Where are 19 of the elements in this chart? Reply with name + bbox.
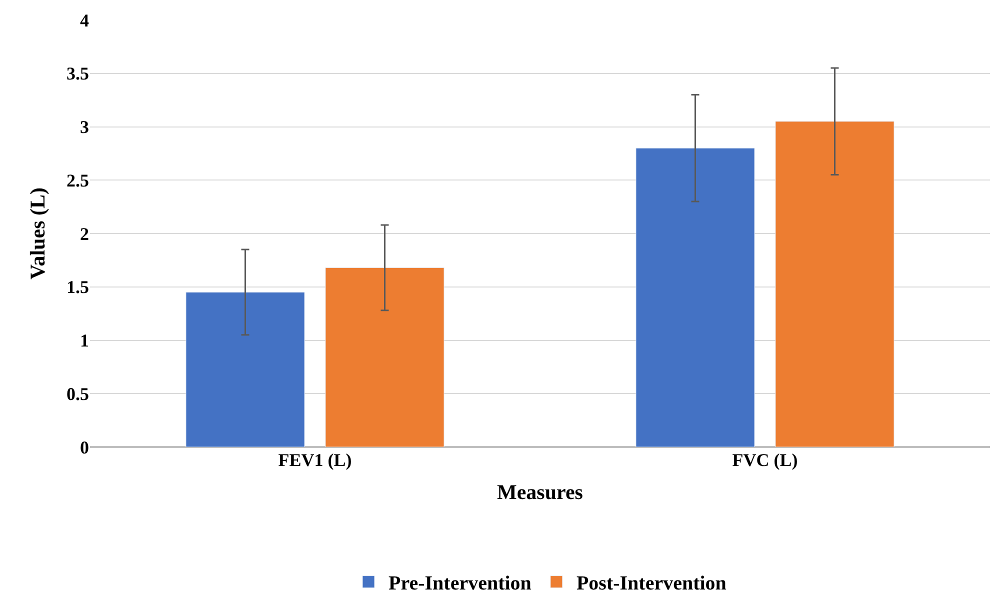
y-axis-title: Values (L) xyxy=(26,188,50,280)
x-axis-title: Measures xyxy=(497,480,583,504)
y-tick-label: 0 xyxy=(80,437,89,458)
y-tick-label: 2.5 xyxy=(66,170,89,190)
bar xyxy=(186,292,305,447)
bar xyxy=(636,148,755,447)
y-tick-label: 2 xyxy=(80,224,89,244)
legend-label: Post-Intervention xyxy=(576,572,726,595)
y-tick-label: 1.5 xyxy=(66,277,89,298)
y-tick-label: 0.5 xyxy=(66,384,89,404)
y-tick-label: 4 xyxy=(80,10,89,30)
y-tick-label: 3.5 xyxy=(66,64,89,84)
x-tick-label: FEV1 (L) xyxy=(278,450,352,470)
x-tick-label: FVC (L) xyxy=(732,450,798,470)
legend-label: Pre-Intervention xyxy=(388,572,532,595)
bar xyxy=(325,267,444,447)
y-tick-label: 3 xyxy=(80,117,89,138)
bar xyxy=(775,121,894,447)
y-tick-label: 1 xyxy=(80,330,89,351)
